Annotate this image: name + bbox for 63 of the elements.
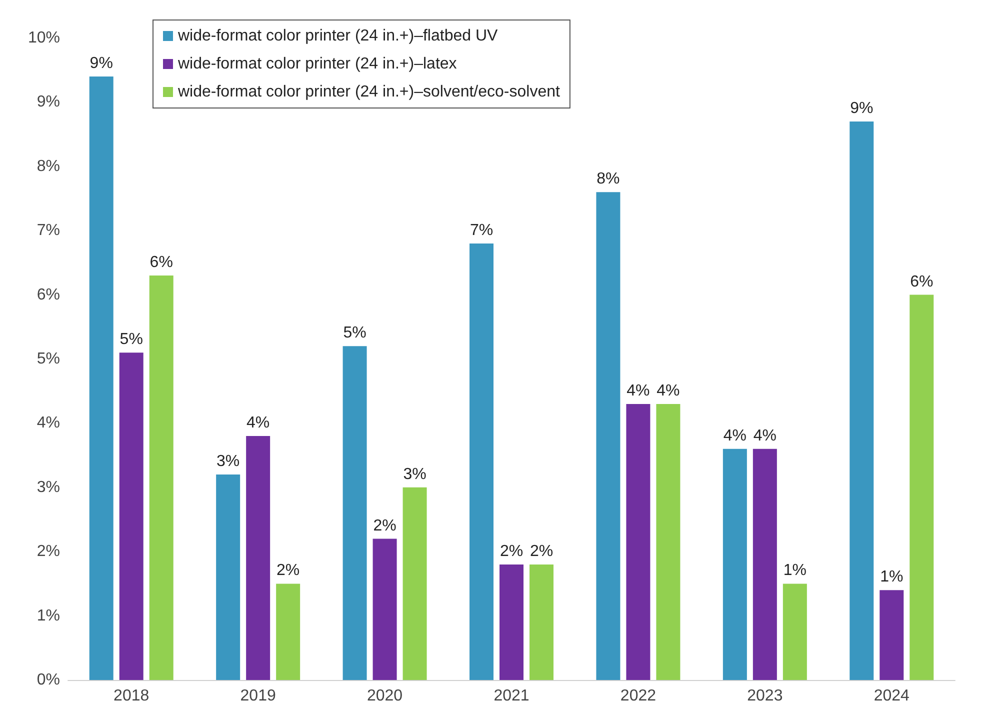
data-label: 3%	[216, 453, 240, 470]
data-label: 5%	[343, 324, 366, 342]
y-tick-label: 1%	[36, 607, 60, 624]
x-tick-label: 2024	[874, 688, 910, 704]
y-tick-label: 9%	[36, 94, 60, 111]
bar	[722, 448, 747, 680]
y-tick-label: 10%	[28, 30, 60, 46]
y-tick-label: 8%	[36, 158, 60, 175]
y-tick-label: 5%	[36, 350, 60, 368]
bar	[119, 352, 144, 680]
bar	[500, 564, 524, 680]
data-label: 2%	[276, 562, 300, 580]
legend-label: wide-format color printer (24 in.+)–solvent/eco-solvent	[177, 84, 560, 100]
data-label: 7%	[470, 222, 494, 239]
data-label: 9%	[90, 55, 113, 72]
bar	[910, 294, 934, 680]
bar	[470, 243, 494, 680]
data-label: 1%	[783, 562, 806, 580]
data-label: 1%	[880, 568, 904, 586]
data-label: 4%	[246, 414, 270, 432]
bar	[246, 436, 270, 680]
data-label: 4%	[723, 427, 746, 444]
data-label: 4%	[656, 382, 680, 400]
bar	[626, 404, 650, 680]
data-label: 9%	[850, 100, 874, 117]
bar	[596, 192, 620, 680]
data-label: 2%	[530, 542, 554, 560]
y-tick-label: 0%	[36, 672, 60, 688]
bar	[782, 584, 807, 680]
bar	[530, 564, 554, 680]
bar	[402, 487, 427, 680]
data-label: 4%	[626, 382, 650, 400]
x-tick-label: 2022	[620, 688, 656, 704]
x-tick-label: 2021	[494, 688, 530, 704]
bar	[89, 76, 114, 680]
legend-label: wide-format color printer (24 in.+)–latex	[177, 56, 457, 72]
data-label: 2%	[500, 542, 524, 560]
y-tick-label: 3%	[36, 478, 60, 496]
legend-label: wide-format color printer (24 in.+)–flatbed UV	[177, 28, 498, 44]
bar	[276, 584, 300, 680]
data-label: 3%	[403, 466, 426, 483]
bar	[149, 276, 174, 680]
data-label: 4%	[753, 427, 776, 444]
y-tick-label: 6%	[36, 286, 60, 304]
bar	[372, 538, 397, 680]
data-label: 6%	[910, 273, 934, 290]
bar	[216, 474, 240, 680]
x-tick-label: 2018	[114, 688, 150, 704]
bar	[342, 346, 367, 680]
y-tick-label: 2%	[36, 543, 60, 560]
bar	[880, 590, 904, 680]
bar	[752, 448, 777, 680]
x-tick-label: 2020	[366, 688, 403, 704]
x-tick-label: 2019	[240, 688, 276, 704]
data-label: 6%	[150, 254, 173, 272]
data-label: 2%	[373, 517, 396, 534]
y-tick-label: 7%	[36, 222, 60, 240]
bar	[656, 404, 680, 680]
data-label: 8%	[596, 170, 620, 188]
data-label: 5%	[120, 331, 143, 348]
x-tick-label: 2023	[747, 688, 783, 704]
bar	[850, 121, 874, 680]
y-tick-label: 4%	[36, 414, 60, 432]
